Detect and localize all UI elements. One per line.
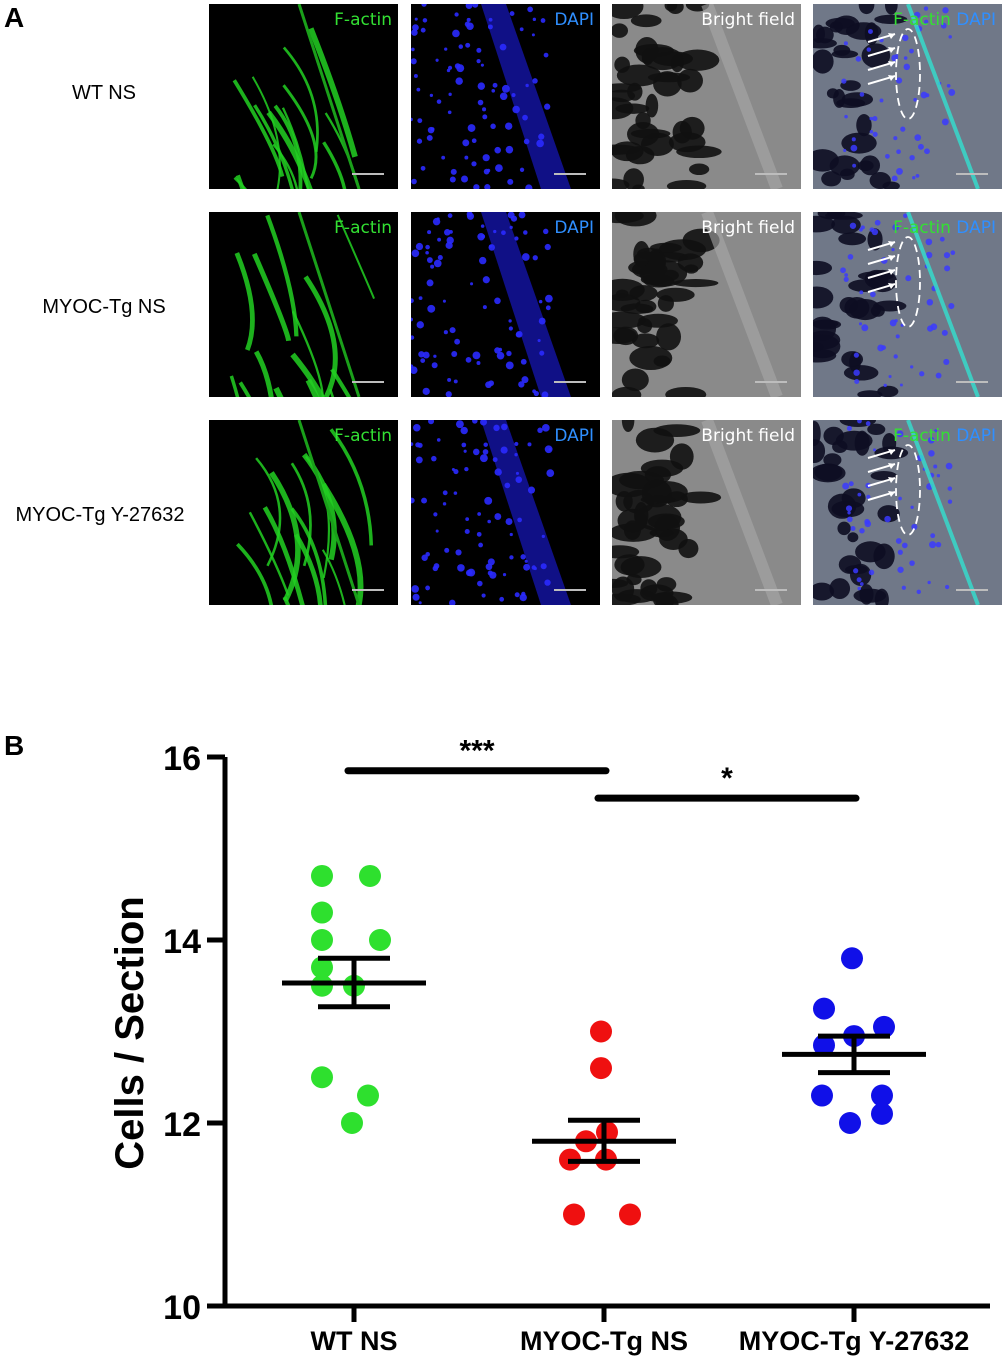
merge-label: F-actin DAPI <box>893 426 996 446</box>
merge-label-factin: F-actin <box>893 426 951 446</box>
merge-label-factin: F-actin <box>893 218 951 238</box>
merge-label-factin: F-actin <box>893 10 951 30</box>
channel-label: Bright field <box>701 218 795 238</box>
row-label-myoc-tg-y27632: MYOC-Tg Y-27632 <box>15 504 185 526</box>
series-1 <box>282 864 426 1134</box>
scale-bar <box>554 589 586 591</box>
significance-label: * <box>721 762 733 795</box>
data-point <box>341 1112 363 1134</box>
merge-label-dapi: DAPI <box>950 218 996 238</box>
y-tick-label: 12 <box>163 1106 201 1144</box>
axes: 10 12 14 16 WT NS MYOC-Tg NS MYOC-Tg Y-27632 <box>163 740 990 1356</box>
scale-bar <box>755 589 787 591</box>
micrograph-row1-col2: DAPI <box>411 4 600 189</box>
data-point <box>359 864 381 887</box>
micrograph-row1-col4: F-actin DAPI <box>813 4 1002 189</box>
channel-label: Bright field <box>701 10 795 30</box>
y-tick-label: 10 <box>163 1289 201 1327</box>
data-point <box>873 1015 895 1038</box>
channel-label: F-actin <box>334 218 392 238</box>
scale-bar <box>755 381 787 383</box>
data-point <box>311 929 333 951</box>
series-3 <box>782 947 926 1134</box>
micrograph-row2-col1: F-actin <box>209 212 398 397</box>
data-point <box>871 1102 893 1125</box>
scale-bar <box>554 381 586 383</box>
significance-annotations: **** <box>344 735 860 802</box>
series-2 <box>532 1020 676 1226</box>
merge-label: F-actin DAPI <box>893 10 996 30</box>
data-point <box>811 1084 833 1107</box>
merge-label-dapi: DAPI <box>950 426 996 446</box>
x-tick-label: MYOC-Tg NS <box>520 1326 688 1356</box>
scale-bar <box>956 589 988 591</box>
data-point <box>839 1112 861 1134</box>
micrograph-row3-col1: F-actin <box>209 420 398 605</box>
data-point <box>311 901 333 924</box>
channel-label: Bright field <box>701 426 795 446</box>
data-point <box>311 864 333 887</box>
channel-label: DAPI <box>554 426 594 446</box>
y-tick-label: 14 <box>163 923 201 961</box>
data-point <box>871 1084 893 1107</box>
x-tick-label: WT NS <box>311 1326 398 1356</box>
channel-label: F-actin <box>334 426 392 446</box>
micrograph-row3-col4: F-actin DAPI <box>813 420 1002 605</box>
merge-label-dapi: DAPI <box>950 10 996 30</box>
row-label-wt-ns: WT NS <box>71 82 137 104</box>
merge-label: F-actin DAPI <box>893 218 996 238</box>
micrograph-row2-col3: Bright field <box>612 212 801 397</box>
data-point <box>590 1057 612 1080</box>
data-point <box>311 974 333 997</box>
dot-plot: 10 12 14 16 WT NS MYOC-Tg NS MYOC-Tg Y-27632 *… <box>108 735 990 1356</box>
scale-bar <box>956 381 988 383</box>
significance-label: *** <box>459 735 494 768</box>
data-point <box>590 1020 612 1043</box>
scale-bar <box>352 381 384 383</box>
panel-a-letter: A <box>4 2 25 33</box>
x-tick-label: MYOC-Tg Y-27632 <box>739 1326 970 1356</box>
y-axis-label: Cells / Section <box>108 896 152 1169</box>
channel-label: DAPI <box>554 10 594 30</box>
channel-label: F-actin <box>334 10 392 30</box>
micrograph-row1-col3: Bright field <box>612 4 801 189</box>
micrograph-row3-col2: DAPI <box>411 420 600 605</box>
micrograph-row1-col1: F-actin <box>209 4 398 189</box>
data-point <box>813 997 835 1020</box>
row-label-myoc-tg-ns: MYOC-Tg NS <box>42 296 166 318</box>
channel-label: DAPI <box>554 218 594 238</box>
data-point <box>369 929 391 951</box>
scale-bar <box>352 589 384 591</box>
data-point <box>813 1034 835 1057</box>
data-point <box>619 1203 641 1226</box>
data-point <box>357 1084 379 1107</box>
scale-bar <box>755 173 787 175</box>
scale-bar <box>956 173 988 175</box>
micrograph-row2-col2: DAPI <box>411 212 600 397</box>
data-point <box>311 1066 333 1089</box>
micrograph-row2-col4: F-actin DAPI <box>813 212 1002 397</box>
data-marks <box>282 864 926 1226</box>
scale-bar <box>554 173 586 175</box>
scale-bar <box>352 173 384 175</box>
data-point <box>563 1203 585 1226</box>
panel-b-letter: B <box>4 730 25 761</box>
data-point <box>841 947 863 970</box>
micrograph-row3-col3: Bright field <box>612 420 801 605</box>
y-tick-label: 16 <box>163 740 201 778</box>
data-point <box>311 956 333 979</box>
